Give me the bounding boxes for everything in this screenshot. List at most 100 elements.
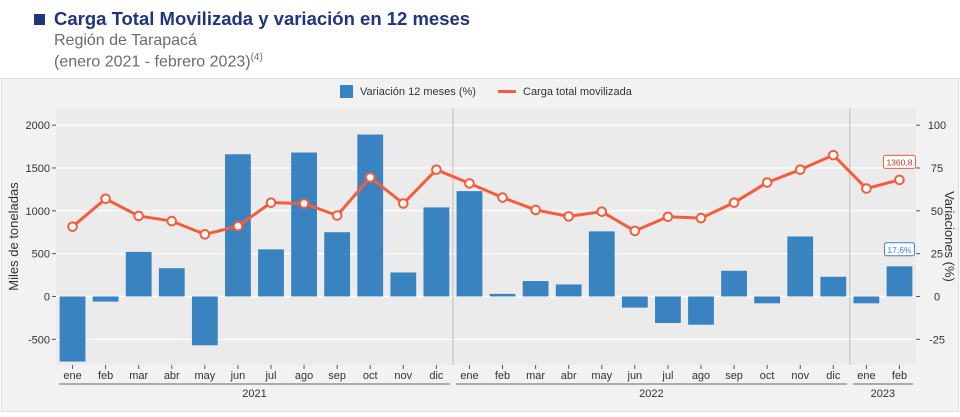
line-marker <box>431 164 442 175</box>
x-tick-label: jul <box>264 370 276 382</box>
bar <box>588 231 615 297</box>
title-row: Carga Total Movilizada y variación en 12… <box>34 8 470 30</box>
left-tick-label: 500 <box>32 249 50 261</box>
x-tick-label: dic <box>429 370 444 382</box>
bar <box>489 293 516 297</box>
bar-series <box>59 134 913 362</box>
bar <box>555 284 582 297</box>
bar <box>721 270 747 297</box>
chart-subtitle: Región de Tarapacá <box>54 32 197 49</box>
line-path <box>71 153 900 236</box>
chart-period: (enero 2021 - febrero 2023)(4) <box>54 52 263 71</box>
bar <box>853 296 880 304</box>
x-tick-label: nov <box>394 370 412 382</box>
x-tick-label: jul <box>661 370 673 382</box>
left-tick-label: -500 <box>28 334 50 346</box>
line-marker <box>629 225 641 237</box>
x-tick-label: ene <box>63 370 81 382</box>
year-label: 2023 <box>871 388 895 400</box>
bar <box>390 272 417 297</box>
line-marker <box>166 215 178 227</box>
legend-line-label: Carga total movilizada <box>523 86 633 98</box>
line-marker <box>464 178 475 189</box>
x-tick-label: dic <box>826 370 841 382</box>
bar <box>886 266 913 297</box>
right-axis: -25 0 25 50 75 100 Variaciones (%) <box>916 120 957 346</box>
bar <box>92 296 119 302</box>
bar <box>59 296 86 362</box>
bar <box>655 296 681 324</box>
bar <box>125 251 152 297</box>
bar <box>754 296 781 304</box>
line-marker <box>265 197 277 208</box>
line-marker <box>794 164 806 175</box>
line-marker <box>497 192 508 203</box>
bar <box>423 207 450 297</box>
line-marker <box>298 198 310 209</box>
year-label: 2022 <box>639 388 663 400</box>
annotation-label: 17,6% <box>887 245 912 255</box>
x-tick-label: sep <box>725 370 743 382</box>
title-square-icon <box>34 13 45 25</box>
line-marker <box>232 220 244 232</box>
bar <box>621 296 648 308</box>
line-marker <box>133 210 144 222</box>
x-tick-label: sep <box>328 370 346 382</box>
line-marker <box>331 210 343 221</box>
x-tick-label: jun <box>230 370 246 382</box>
legend: Variación 12 meses (%) Carga total movili… <box>340 85 633 98</box>
line-marker <box>861 183 872 194</box>
x-tick-label: may <box>591 370 612 382</box>
annotation-box <box>883 242 915 257</box>
left-tick-label: 2000 <box>26 120 50 132</box>
x-tick-label: mar <box>526 370 545 382</box>
bar <box>357 134 384 297</box>
x-tick-label: ene <box>460 370 478 382</box>
bar <box>456 191 483 297</box>
bar <box>291 152 317 297</box>
x-tick-label: ago <box>295 370 313 382</box>
line-marker <box>828 149 839 161</box>
x-tick-label: abr <box>164 370 180 382</box>
annotation-box <box>882 154 916 169</box>
annotation-bar-last: 17,6% <box>883 242 915 257</box>
left-axis: -500 0 500 1000 1500 2000 Miles de toneladas <box>6 120 56 346</box>
x-tick-label: nov <box>791 370 809 382</box>
right-tick-label: 0 <box>934 291 940 303</box>
year-label: 2021 <box>242 388 266 400</box>
line-marker <box>199 229 211 240</box>
line-marker <box>662 211 674 223</box>
line-marker <box>398 198 409 209</box>
right-tick-label: 75 <box>931 163 943 175</box>
plot-panel <box>56 108 916 365</box>
line-marker <box>100 193 111 205</box>
right-tick-label: -25 <box>929 334 945 346</box>
bar <box>158 268 185 297</box>
bar <box>324 232 351 297</box>
x-tick-label: may <box>194 370 215 382</box>
x-tick-label: feb <box>892 370 907 382</box>
chart-header: Carga Total Movilizada y variación en 12… <box>0 0 960 78</box>
legend-bar-label: Variación 12 meses (%) <box>360 86 476 98</box>
x-tick-label: oct <box>760 370 775 382</box>
bar <box>787 236 814 297</box>
x-tick-label: ago <box>692 370 710 382</box>
line-marker <box>67 221 78 232</box>
x-tick-label: oct <box>363 370 378 382</box>
period-text: (enero 2021 - febrero 2023) <box>54 53 251 71</box>
annotation-label: 1360,8 <box>886 157 912 167</box>
bar <box>688 296 714 325</box>
left-axis-title: Miles de toneladas <box>6 182 21 291</box>
bar <box>258 249 284 297</box>
x-tick-label: ene <box>857 370 875 382</box>
line-marker <box>761 177 773 188</box>
line-marker <box>695 212 707 224</box>
bar <box>191 296 218 346</box>
line-marker <box>596 206 608 217</box>
x-tick-label: feb <box>495 370 510 382</box>
line-marker <box>563 211 574 222</box>
right-tick-label: 25 <box>931 249 943 261</box>
right-tick-label: 50 <box>931 206 943 218</box>
line-marker <box>530 204 541 216</box>
